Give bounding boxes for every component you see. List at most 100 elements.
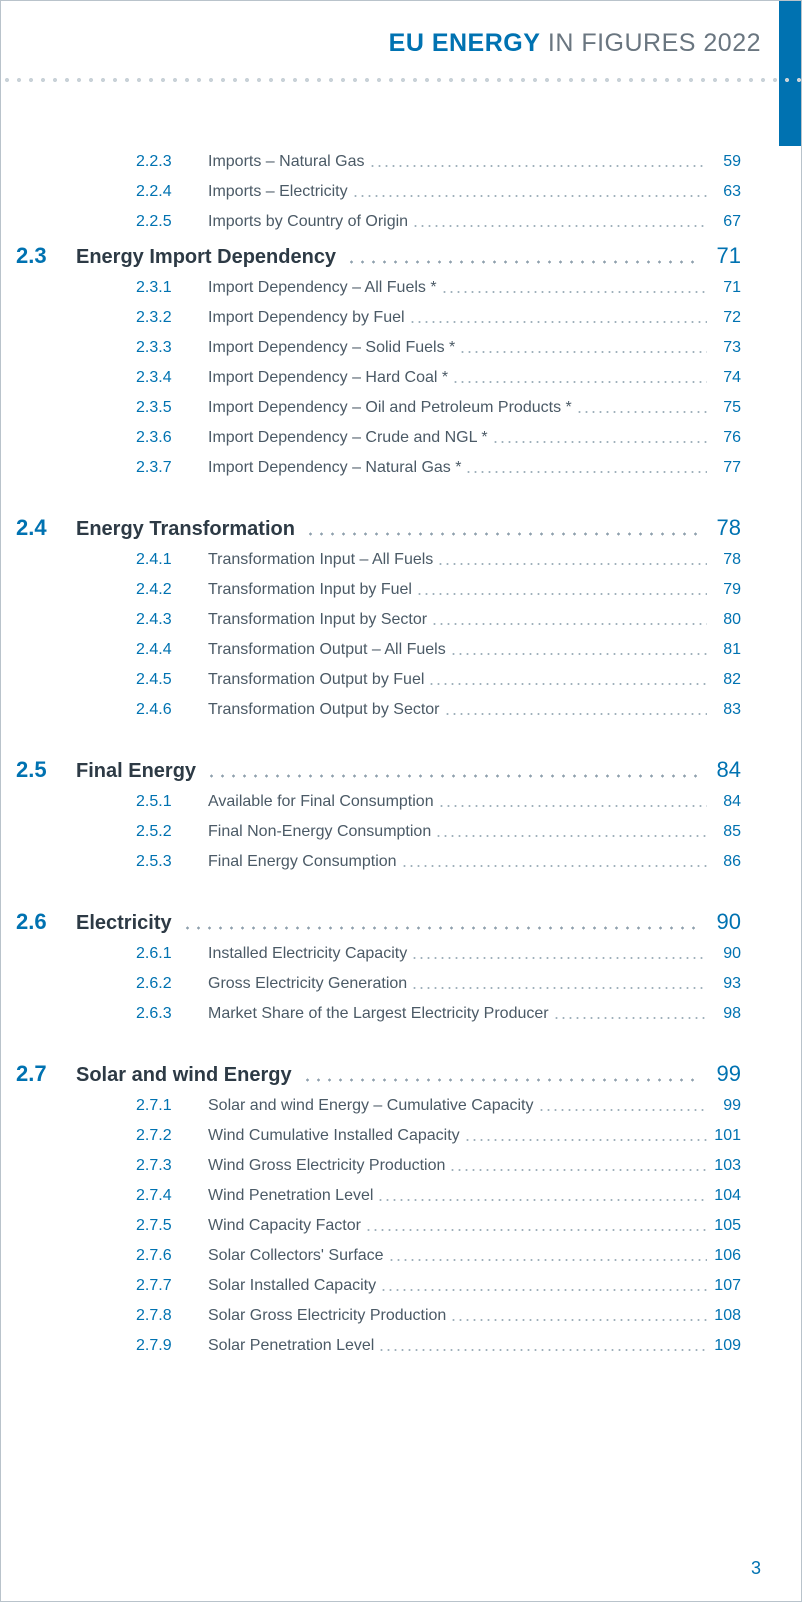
toc-leader-dots [380,1288,707,1292]
toc-leader-dots [377,1198,707,1202]
toc-sub-row[interactable]: 2.4.4Transformation Output – All Fuels81 [76,641,741,659]
toc-sub-row[interactable]: 2.3.3Import Dependency – Solid Fuels *73 [76,339,741,357]
toc-sub-page: 86 [711,853,741,871]
toc-sub-page: 77 [711,459,741,477]
toc-sub-page: 76 [711,429,741,447]
toc-sub-number: 2.6.1 [136,945,208,963]
toc-leader-dots [449,1168,707,1172]
toc-section-row[interactable]: 2.5Final Energy84 [76,757,741,783]
toc-sub-title: Solar Installed Capacity [208,1277,376,1295]
header-title-light: IN FIGURES 2022 [540,29,761,57]
toc-sub-row[interactable]: 2.4.1Transformation Input – All Fuels78 [76,551,741,569]
toc-section-page: 78 [707,515,741,541]
toc-sub-row[interactable]: 2.7.4Wind Penetration Level104 [76,1187,741,1205]
toc-sub-page: 72 [711,309,741,327]
toc-sub-row[interactable]: 2.4.3Transformation Input by Sector80 [76,611,741,629]
toc-sub-row[interactable]: 2.3.7Import Dependency – Natural Gas *77 [76,459,741,477]
toc-sub-row[interactable]: 2.7.3Wind Gross Electricity Production10… [76,1157,741,1175]
toc-leader-dots [352,194,707,198]
toc-sub-number: 2.5.3 [136,853,208,871]
toc-leader-dots [388,1258,707,1262]
toc-sub-row[interactable]: 2.7.6Solar Collectors' Surface106 [76,1247,741,1265]
toc-section-title: Energy Import Dependency [76,246,336,269]
toc-sub-row[interactable]: 2.7.2Wind Cumulative Installed Capacity1… [76,1127,741,1145]
toc-sub-title: Solar Penetration Level [208,1337,374,1355]
toc-sub-row[interactable]: 2.2.3Imports – Natural Gas59 [76,153,741,171]
toc-sub-page: 83 [711,701,741,719]
toc-sub-row[interactable]: 2.7.1Solar and wind Energy – Cumulative … [76,1097,741,1115]
toc-sub-row[interactable]: 2.7.7Solar Installed Capacity107 [76,1277,741,1295]
toc-sub-title: Solar Collectors' Surface [208,1247,384,1265]
toc-sub-row[interactable]: 2.4.6Transformation Output by Sector83 [76,701,741,719]
toc-sub-number: 2.2.4 [136,183,208,201]
toc-sub-row[interactable]: 2.5.3Final Energy Consumption86 [76,853,741,871]
toc-sub-number: 2.6.3 [136,1005,208,1023]
toc-sub-number: 2.7.3 [136,1157,208,1175]
toc-sub-page: 105 [711,1217,741,1235]
toc-leader-dots [452,380,707,384]
toc-sub-row[interactable]: 2.7.5Wind Capacity Factor105 [76,1217,741,1235]
toc-sub-row[interactable]: 2.4.2Transformation Input by Fuel79 [76,581,741,599]
toc-sub-title: Import Dependency – Oil and Petroleum Pr… [208,399,572,417]
toc-section: 2.7Solar and wind Energy99 2.7.1Solar and… [76,1061,741,1355]
toc-sub-page: 75 [711,399,741,417]
toc-sub-page: 74 [711,369,741,387]
toc-sub-number: 2.4.5 [136,671,208,689]
toc-sub-number: 2.3.7 [136,459,208,477]
toc-sub-row[interactable]: 2.7.9Solar Penetration Level109 [76,1337,741,1355]
toc-leader-dots [401,864,707,868]
toc-section-title: Electricity [76,912,172,935]
toc-sub-row[interactable]: 2.5.1Available for Final Consumption84 [76,793,741,811]
toc-sub-page: 98 [711,1005,741,1023]
toc-leader-dots [464,1138,707,1142]
toc-sub-number: 2.7.5 [136,1217,208,1235]
toc-sub-title: Transformation Output by Fuel [208,671,424,689]
toc-sub-row[interactable]: 2.6.3Market Share of the Largest Electri… [76,1005,741,1023]
toc-sub-row[interactable]: 2.5.2Final Non-Energy Consumption85 [76,823,741,841]
toc-section-row[interactable]: 2.6Electricity90 [76,909,741,935]
toc-sub-title: Gross Electricity Generation [208,975,407,993]
toc-section-row[interactable]: 2.7Solar and wind Energy99 [76,1061,741,1087]
toc-leader-dots [441,290,707,294]
toc-sub-row[interactable]: 2.6.2Gross Electricity Generation93 [76,975,741,993]
toc-section-number: 2.6 [16,909,76,935]
toc-sub-row[interactable]: 2.2.4Imports – Electricity63 [76,183,741,201]
toc-sub-title: Import Dependency – Solid Fuels * [208,339,455,357]
toc-sub-row[interactable]: 2.3.6Import Dependency – Crude and NGL *… [76,429,741,447]
toc-sub-row[interactable]: 2.2.5Imports by Country of Origin67 [76,213,741,231]
toc-section-row[interactable]: 2.3Energy Import Dependency71 [76,243,741,269]
toc-section-title: Energy Transformation [76,518,295,541]
toc-sub-number: 2.7.8 [136,1307,208,1325]
toc-leader-dots [450,1318,707,1322]
toc-sub-row[interactable]: 2.3.4Import Dependency – Hard Coal *74 [76,369,741,387]
toc-leader-dots [438,804,707,808]
toc-sub-page: 82 [711,671,741,689]
toc-sub-number: 2.7.4 [136,1187,208,1205]
toc-leader-dots [412,224,707,228]
toc-sub-title: Final Non-Energy Consumption [208,823,431,841]
toc-leader-dots [416,592,707,596]
toc-leader-dots [435,834,707,838]
toc-section-number: 2.3 [16,243,76,269]
toc-section-row[interactable]: 2.4Energy Transformation78 [76,515,741,541]
toc-section-number: 2.4 [16,515,76,541]
toc-sub-row[interactable]: 2.3.2Import Dependency by Fuel72 [76,309,741,327]
toc-sub-title: Imports by Country of Origin [208,213,408,231]
toc-sub-number: 2.2.5 [136,213,208,231]
toc-sub-title: Import Dependency – Hard Coal * [208,369,448,387]
toc-leader-dots [492,440,707,444]
toc-leader-dots [411,986,707,990]
side-tab-marker [779,1,801,146]
toc-sub-row[interactable]: 2.7.8Solar Gross Electricity Production1… [76,1307,741,1325]
toc-sub-number: 2.4.1 [136,551,208,569]
toc-sub-row[interactable]: 2.6.1Installed Electricity Capacity90 [76,945,741,963]
toc-sub-page: 103 [711,1157,741,1175]
toc-sub-row[interactable]: 2.3.5Import Dependency – Oil and Petrole… [76,399,741,417]
toc-sub-number: 2.3.1 [136,279,208,297]
toc-sub-page: 99 [711,1097,741,1115]
toc-sub-row[interactable]: 2.4.5Transformation Output by Fuel 82 [76,671,741,689]
toc-sub-number: 2.7.2 [136,1127,208,1145]
toc-leader-dots [465,470,707,474]
toc-leader-dots [346,259,697,265]
toc-sub-row[interactable]: 2.3.1Import Dependency – All Fuels *71 [76,279,741,297]
